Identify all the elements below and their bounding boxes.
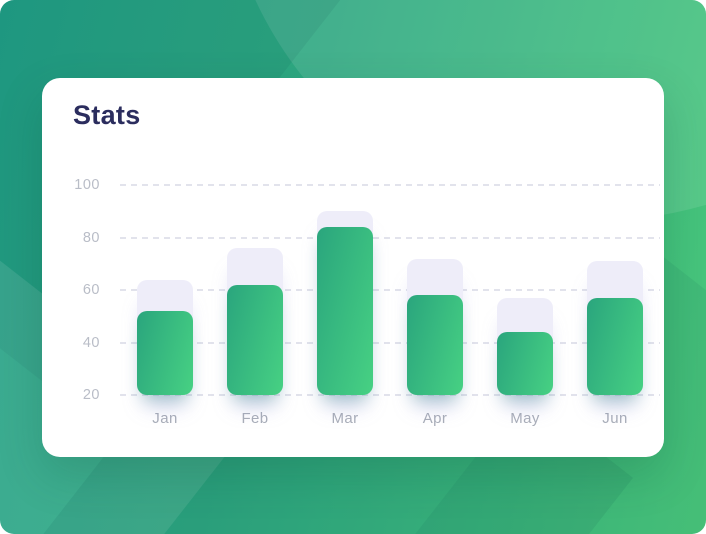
plot-area	[120, 184, 660, 396]
bar-background	[137, 279, 193, 395]
y-axis-tick-label: 20	[82, 387, 100, 403]
bars-row	[120, 185, 660, 395]
bar-group[interactable]	[480, 185, 570, 395]
bar-value	[497, 332, 553, 395]
bar-value	[317, 227, 373, 395]
y-axis-tick-label: 80	[82, 229, 100, 246]
stats-card: Stats 20 40 60 80 100 Jan Feb Mar Apr May Jun	[42, 78, 664, 457]
bar-background	[317, 211, 373, 395]
x-axis: Jan Feb Mar Apr May Jun	[120, 410, 660, 427]
card-title: Stats	[73, 100, 141, 130]
bar-background	[407, 258, 463, 395]
bar-background	[587, 261, 643, 395]
bar-value	[227, 284, 283, 395]
bar-background	[497, 297, 553, 395]
x-axis-label: Apr	[422, 410, 448, 427]
bar-group[interactable]	[120, 185, 210, 395]
y-axis-tick-label: 100	[74, 177, 100, 193]
bar-group[interactable]	[300, 185, 390, 395]
y-axis: 20 40 60 80 100	[60, 177, 100, 403]
x-axis-label: May	[510, 410, 540, 427]
x-axis-label: Jun	[602, 410, 628, 427]
gridline	[120, 341, 660, 344]
x-axis-label: Mar	[331, 410, 359, 427]
gridline	[120, 236, 660, 239]
bar-group[interactable]	[570, 185, 660, 395]
y-axis-tick-label: 40	[82, 334, 100, 351]
bar-group[interactable]	[390, 185, 480, 395]
bar-background	[227, 248, 283, 395]
gridline	[120, 394, 660, 396]
bar-group[interactable]	[210, 185, 300, 395]
bar-value	[587, 297, 643, 395]
bar-value	[407, 295, 463, 395]
bar-value	[137, 311, 193, 395]
y-axis-tick-label: 60	[82, 282, 100, 298]
gridline	[120, 289, 660, 291]
x-axis-label: Feb	[241, 410, 269, 427]
x-axis-label: Jan	[152, 410, 178, 427]
gridline	[120, 184, 660, 186]
